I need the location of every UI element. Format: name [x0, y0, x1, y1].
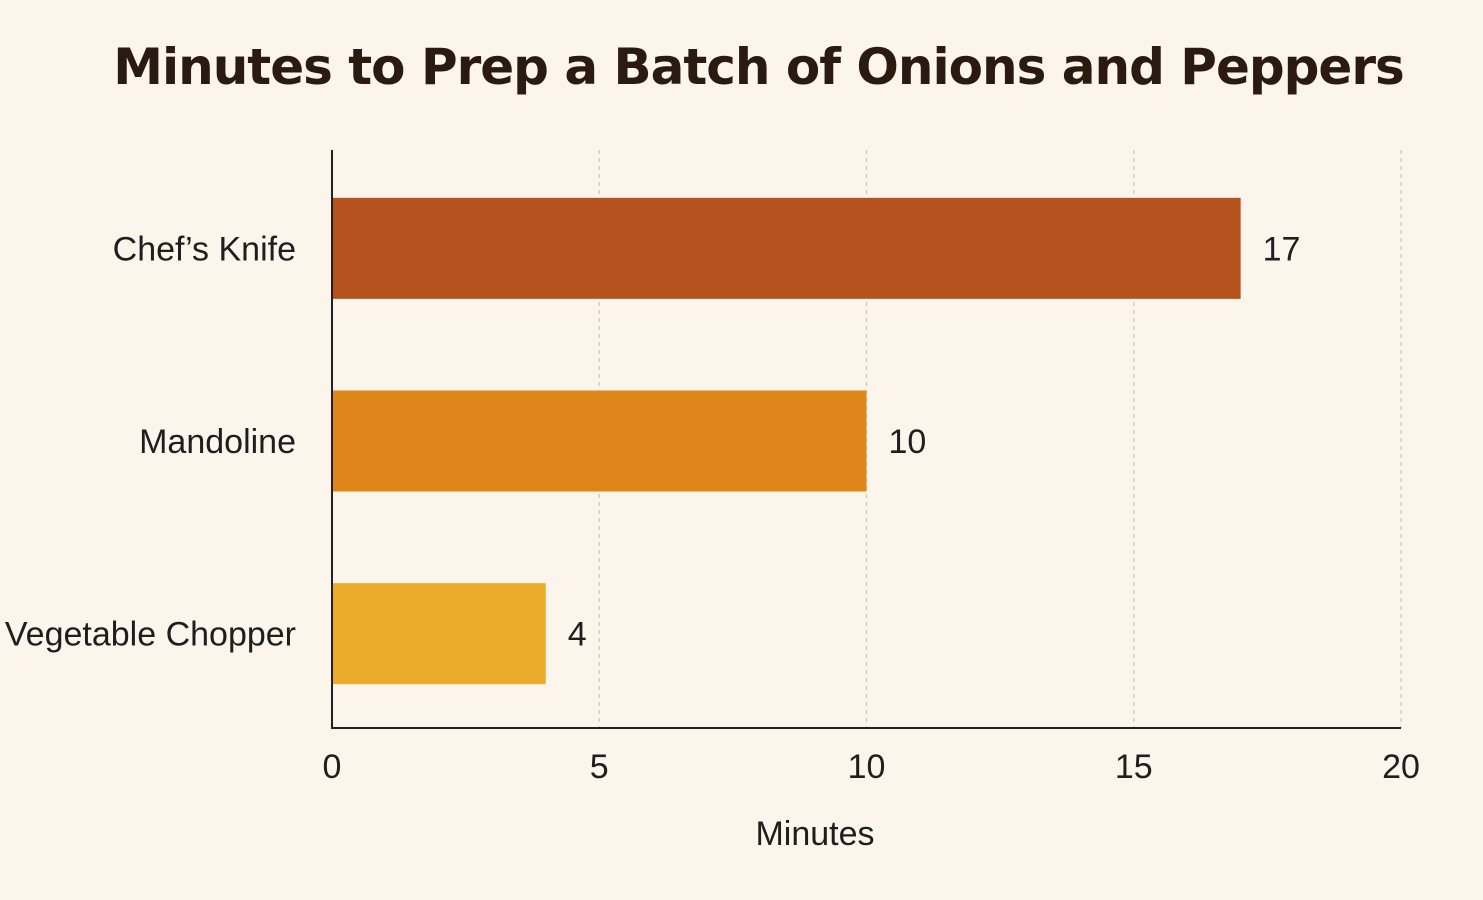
bar: [333, 390, 867, 492]
bar: [333, 583, 546, 685]
data-label: 10: [889, 423, 927, 461]
data-label: 17: [1263, 230, 1301, 268]
category-label: Mandoline: [139, 423, 296, 461]
x-tick-label: 5: [590, 748, 609, 786]
axes: [331, 150, 1401, 729]
x-tick-label: 0: [323, 748, 342, 786]
x-tick-label: 15: [1115, 748, 1153, 786]
data-label: 4: [568, 616, 587, 654]
labels: 0 5 10 15 20 Chef’s Knife 17 Mandoline 10 Vegetab…: [5, 230, 1420, 786]
chart-title: Minutes to Prep a Batch of Onions and Pe…: [113, 38, 1405, 96]
x-axis-title: Minutes: [755, 815, 874, 853]
x-tick-label: 20: [1382, 748, 1420, 786]
category-label: Vegetable Chopper: [5, 616, 296, 654]
bar: [333, 197, 1241, 299]
x-tick-label: 10: [848, 748, 886, 786]
bars: [333, 197, 1241, 685]
category-label: Chef’s Knife: [113, 230, 296, 268]
